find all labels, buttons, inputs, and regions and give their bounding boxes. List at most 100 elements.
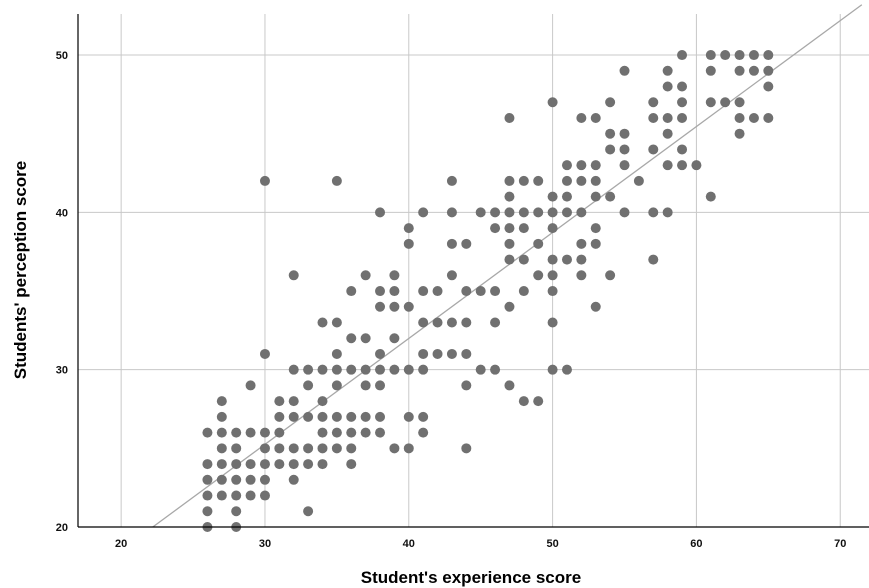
x-tick-label: 70 (834, 538, 846, 550)
data-point (533, 207, 544, 218)
data-point (231, 459, 242, 470)
data-point (461, 443, 472, 454)
y-tick-label: 30 (56, 365, 68, 377)
grid-lines (78, 14, 869, 528)
data-point (533, 175, 544, 186)
data-point (360, 333, 371, 344)
data-point (590, 191, 601, 202)
data-point (245, 474, 256, 485)
data-point (576, 238, 587, 249)
data-point (231, 443, 242, 454)
data-point (375, 380, 386, 391)
data-point (288, 270, 299, 281)
data-point (518, 254, 529, 265)
data-point (288, 474, 299, 485)
data-point (590, 112, 601, 123)
data-point (346, 411, 357, 422)
data-point (490, 317, 501, 328)
data-point (720, 50, 731, 61)
data-point (274, 443, 285, 454)
data-point (331, 317, 342, 328)
data-point (648, 112, 659, 123)
data-point (389, 443, 400, 454)
data-point (677, 144, 688, 155)
data-point (504, 238, 515, 249)
data-point (259, 175, 270, 186)
data-point (547, 207, 558, 218)
data-point (446, 175, 457, 186)
data-point (403, 301, 414, 312)
data-point (259, 443, 270, 454)
data-point (418, 411, 429, 422)
data-point (245, 380, 256, 391)
data-point (202, 490, 213, 501)
data-point (418, 286, 429, 297)
data-point (389, 301, 400, 312)
data-point (245, 459, 256, 470)
data-point (446, 207, 457, 218)
data-point (303, 506, 314, 517)
data-point (259, 490, 270, 501)
data-point (231, 490, 242, 501)
data-point (375, 411, 386, 422)
data-point (403, 238, 414, 249)
data-point (576, 270, 587, 281)
data-point (346, 427, 357, 438)
data-point (677, 160, 688, 171)
data-point (231, 427, 242, 438)
data-point (389, 364, 400, 375)
data-point (418, 317, 429, 328)
data-point (648, 207, 659, 218)
data-point (547, 317, 558, 328)
data-point (576, 112, 587, 123)
data-point (763, 50, 774, 61)
data-point (605, 144, 616, 155)
data-point (576, 160, 587, 171)
data-point (446, 270, 457, 281)
data-point (605, 97, 616, 108)
data-point (259, 348, 270, 359)
data-point (303, 380, 314, 391)
data-point (216, 411, 227, 422)
data-point (504, 175, 515, 186)
data-point (763, 65, 774, 76)
data-point (317, 411, 328, 422)
data-point (662, 65, 673, 76)
data-point (518, 223, 529, 234)
data-point (504, 254, 515, 265)
data-point (490, 286, 501, 297)
data-point (346, 443, 357, 454)
data-point (605, 270, 616, 281)
data-point (605, 128, 616, 139)
data-point (303, 459, 314, 470)
data-point (202, 427, 213, 438)
data-point (561, 364, 572, 375)
data-point (504, 380, 515, 391)
data-point (216, 474, 227, 485)
data-point (432, 348, 443, 359)
data-point (748, 112, 759, 123)
data-point (418, 348, 429, 359)
data-point (705, 65, 716, 76)
data-point (274, 396, 285, 407)
data-point (216, 490, 227, 501)
data-point (288, 411, 299, 422)
data-point (662, 207, 673, 218)
data-point (547, 270, 558, 281)
data-point (346, 364, 357, 375)
data-point (677, 97, 688, 108)
data-point (303, 411, 314, 422)
data-point (446, 317, 457, 328)
data-point (317, 443, 328, 454)
data-point (375, 286, 386, 297)
data-point (245, 427, 256, 438)
data-point (360, 427, 371, 438)
data-point (432, 317, 443, 328)
data-point (331, 348, 342, 359)
data-point (375, 427, 386, 438)
data-point (259, 427, 270, 438)
data-point (317, 396, 328, 407)
axes (77, 14, 869, 528)
data-point (533, 270, 544, 281)
data-point (389, 286, 400, 297)
